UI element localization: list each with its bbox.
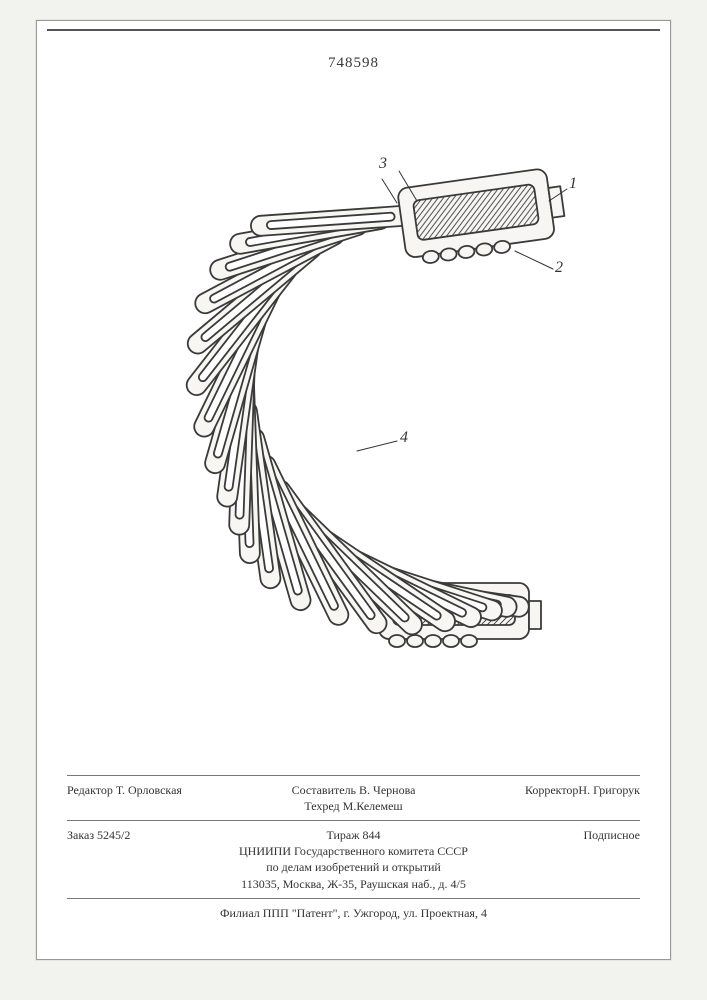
- callout-2: 2: [555, 259, 563, 277]
- figure: 1 2 3 4: [97, 151, 597, 681]
- editor: Редактор Т. Орловская: [67, 782, 217, 814]
- compiler: Составитель В. Чернова: [229, 782, 478, 798]
- callout-3: 3: [379, 155, 387, 173]
- order: Заказ 5245/2: [67, 827, 217, 843]
- branch: Филиал ППП "Патент", г. Ужгород, ул. Про…: [67, 905, 640, 921]
- top-end: [397, 166, 568, 266]
- techred: Техред М.Келемеш: [229, 798, 478, 814]
- callout-1: 1: [569, 175, 577, 193]
- callout-4: 4: [400, 429, 408, 447]
- top-rule: [47, 29, 660, 31]
- corrector: КорректорН. Григорук: [490, 782, 640, 814]
- bellows-body: [183, 205, 530, 638]
- rule: [67, 775, 640, 776]
- org-line-1: ЦНИИПИ Государственного комитета СССР: [67, 843, 640, 859]
- patent-number: 748598: [37, 55, 670, 72]
- org-line-2: по делам изобретений и открытий: [67, 859, 640, 875]
- rule: [67, 820, 640, 821]
- page: 748598: [36, 20, 671, 960]
- colophon: Редактор Т. Орловская Составитель В. Чер…: [67, 769, 640, 921]
- tirage: Тираж 844: [229, 827, 478, 843]
- subscription: Подписное: [490, 827, 640, 843]
- rule: [67, 898, 640, 899]
- figure-svg: [97, 151, 597, 681]
- address: 113035, Москва, Ж-35, Раушская наб., д. …: [67, 876, 640, 892]
